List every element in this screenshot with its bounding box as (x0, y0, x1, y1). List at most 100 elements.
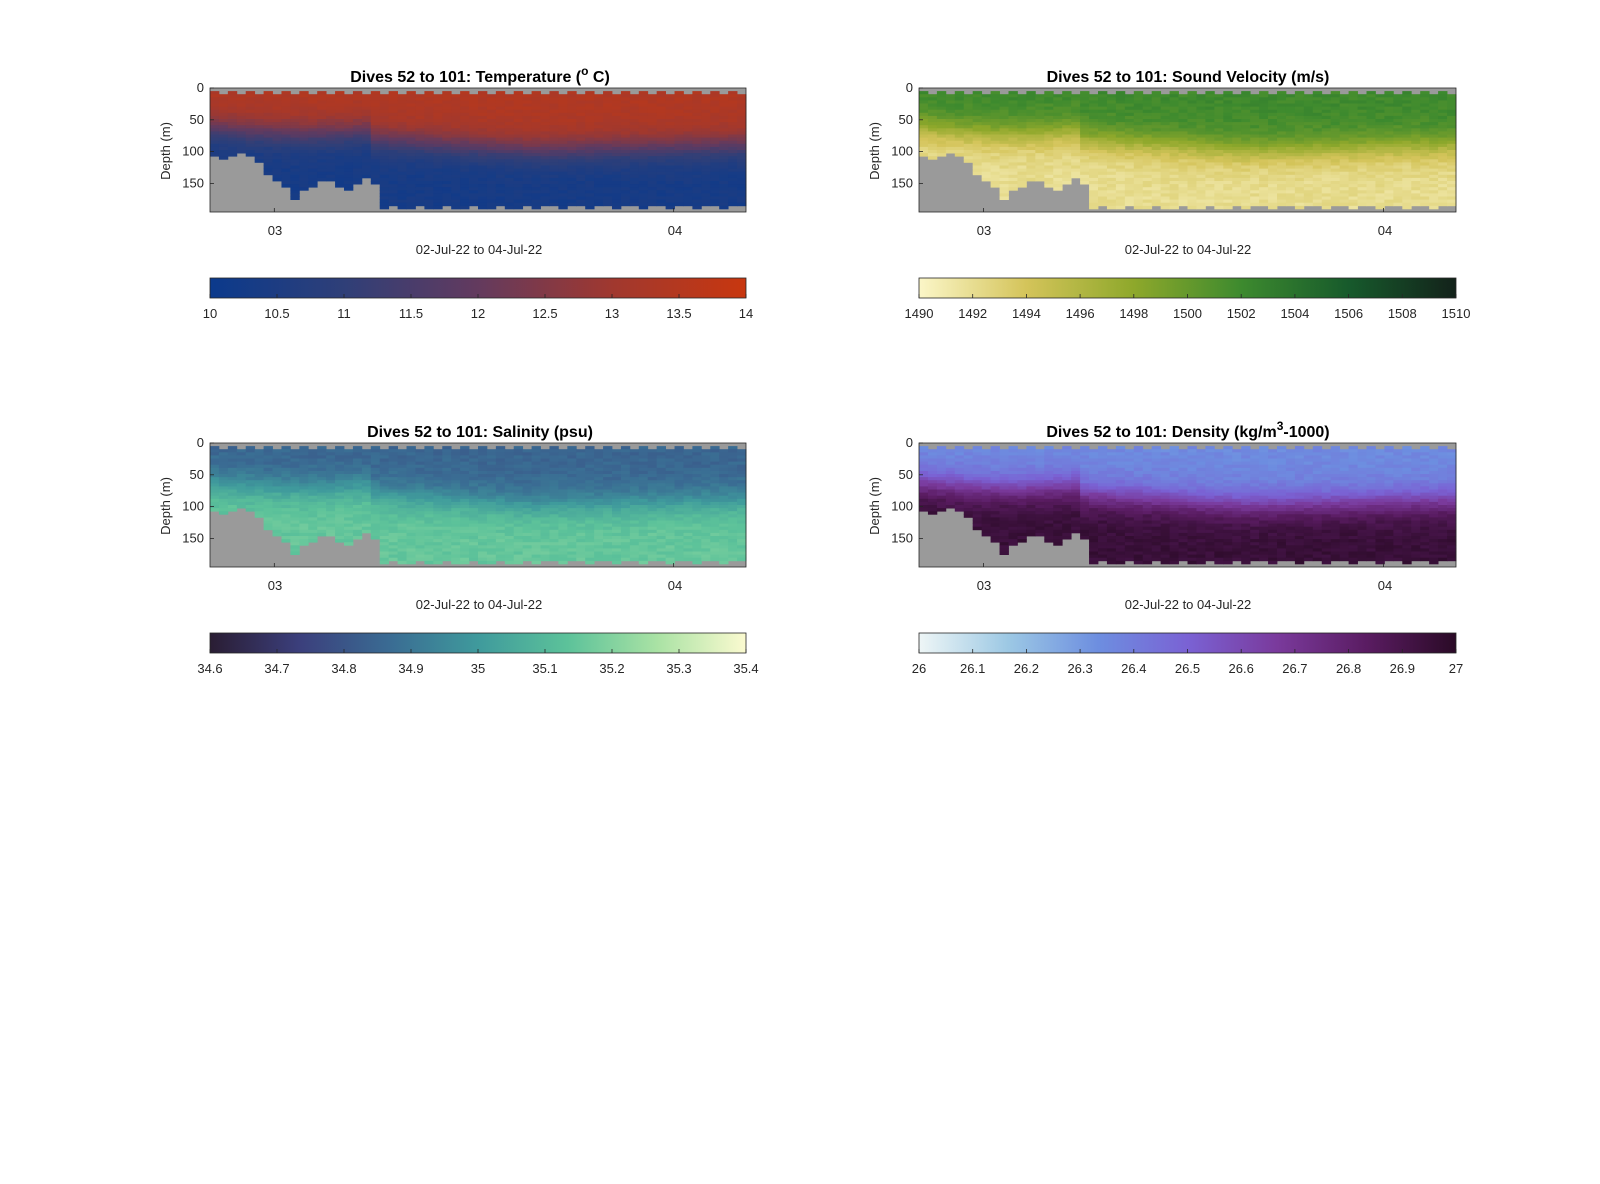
heatmap-cell (1143, 150, 1152, 154)
heatmap-cell (1152, 104, 1161, 108)
heatmap-cell (255, 122, 264, 126)
heatmap-cell (549, 178, 558, 182)
heatmap-cell (415, 169, 424, 173)
heatmap-cell (1241, 206, 1250, 210)
heatmap-cell (532, 162, 541, 166)
heatmap-cell (1179, 144, 1188, 148)
heatmap-cell (710, 135, 719, 139)
heatmap-cell (317, 131, 326, 135)
heatmap-cell (710, 187, 719, 191)
heatmap-cell (415, 193, 424, 197)
heatmap-cell (1286, 153, 1295, 157)
heatmap-cell (228, 100, 237, 104)
heatmap-cell (290, 508, 299, 512)
heatmap-cell (460, 459, 469, 463)
heatmap-cell (353, 530, 362, 534)
heatmap-cell (424, 119, 433, 123)
heatmap-cell (630, 197, 639, 201)
heatmap-cell (1080, 94, 1089, 98)
heatmap-cell (1438, 178, 1447, 182)
heatmap-cell (567, 113, 576, 117)
heatmap-cell (1322, 141, 1331, 145)
heatmap-cell (982, 107, 991, 111)
heatmap-cell (398, 455, 407, 459)
heatmap-cell (1205, 125, 1214, 129)
heatmap-cell (946, 107, 955, 111)
heatmap-cell (335, 493, 344, 497)
heatmap-cell (1125, 110, 1134, 114)
heatmap-cell (549, 166, 558, 170)
heatmap-cell (946, 110, 955, 114)
heatmap-cell (692, 138, 701, 142)
heatmap-cell (1044, 122, 1053, 126)
heatmap-cell (1080, 159, 1089, 163)
heatmap-cell (692, 91, 701, 95)
heatmap-cell (496, 203, 505, 207)
heatmap-cell (719, 147, 728, 151)
heatmap-cell (290, 480, 299, 484)
heatmap-cell (353, 150, 362, 154)
heatmap-cell (657, 147, 666, 151)
heatmap-cell (928, 122, 937, 126)
heatmap-cell (1411, 184, 1420, 188)
heatmap-cell (558, 104, 567, 108)
heatmap-cell (1009, 135, 1018, 139)
heatmap-cell (737, 128, 746, 132)
heatmap-cell (1340, 138, 1349, 142)
heatmap-cell (371, 511, 380, 515)
heatmap-cell (487, 116, 496, 120)
heatmap-cell (603, 135, 612, 139)
heatmap-cell (728, 190, 737, 194)
heatmap-cell (389, 446, 398, 450)
heatmap-cell (389, 533, 398, 537)
heatmap-cell (1125, 125, 1134, 129)
heatmap-cell (299, 490, 308, 494)
heatmap-cell (1250, 153, 1259, 157)
heatmap-cell (1429, 203, 1438, 207)
heatmap-cell (451, 169, 460, 173)
heatmap-cell (532, 119, 541, 123)
heatmap-cell (1358, 131, 1367, 135)
heatmap-cell (532, 107, 541, 111)
heatmap-cell (219, 156, 228, 160)
heatmap-cell (701, 175, 710, 179)
heatmap-cell (317, 499, 326, 503)
heatmap-cell (353, 135, 362, 139)
heatmap-cell (1009, 166, 1018, 170)
heatmap-cell (1223, 104, 1232, 108)
heatmap-cell (1349, 116, 1358, 120)
heatmap-cell (1241, 110, 1250, 114)
heatmap-cell (701, 97, 710, 101)
heatmap-cell (603, 100, 612, 104)
heatmap-cell (1313, 97, 1322, 101)
heatmap-cell (964, 138, 973, 142)
heatmap-cell (255, 514, 264, 518)
heatmap-cell (362, 459, 371, 463)
heatmap-cell (585, 135, 594, 139)
heatmap-cell (558, 172, 567, 176)
heatmap-cell (1411, 128, 1420, 132)
heatmap-cell (675, 100, 684, 104)
heatmap-cell (290, 477, 299, 481)
heatmap-cell (630, 131, 639, 135)
heatmap-cell (1089, 162, 1098, 166)
heatmap-cell (532, 91, 541, 95)
heatmap-cell (424, 468, 433, 472)
heatmap-cell (344, 125, 353, 129)
heatmap-cell (928, 156, 937, 160)
heatmap-cell (692, 169, 701, 173)
heatmap-cell (281, 178, 290, 182)
heatmap-cell (1393, 169, 1402, 173)
heatmap-cell (380, 203, 389, 207)
heatmap-cell (585, 150, 594, 154)
heatmap-cell (281, 113, 290, 117)
heatmap-cell (657, 131, 666, 135)
heatmap-cell (442, 521, 451, 525)
heatmap-cell (1134, 169, 1143, 173)
heatmap-cell (1295, 200, 1304, 204)
heatmap-cell (389, 169, 398, 173)
heatmap-cell (308, 131, 317, 135)
heatmap-cell (612, 100, 621, 104)
heatmap-cell (478, 135, 487, 139)
heatmap-cell (1017, 175, 1026, 179)
